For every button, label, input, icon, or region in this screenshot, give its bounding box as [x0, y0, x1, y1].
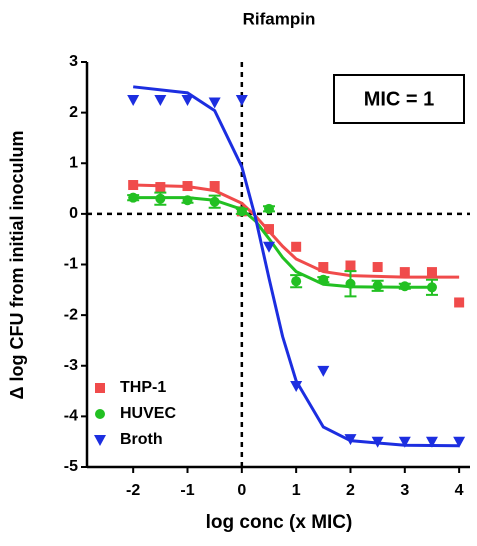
y-tick-label: -2: [64, 306, 78, 323]
data-point: [318, 262, 329, 273]
data-point: [155, 182, 166, 193]
data-point: [209, 196, 220, 207]
data-point: [154, 94, 167, 106]
legend-marker: [94, 435, 106, 446]
data-point: [290, 381, 303, 392]
data-point: [425, 436, 438, 448]
data-point: [345, 260, 356, 271]
y-tick-label: 3: [69, 53, 78, 70]
data-point: [181, 94, 194, 106]
legend-marker: [95, 409, 105, 419]
data-point: [235, 94, 248, 106]
annotation-box: [333, 74, 465, 124]
fit-curve: [133, 85, 460, 448]
y-tick-label: 2: [69, 104, 78, 121]
data-point: [345, 278, 356, 289]
x-tick-label: -1: [180, 482, 194, 499]
data-point: [371, 436, 384, 448]
data-point: [399, 281, 410, 292]
x-tick-label: 4: [455, 482, 464, 499]
fit-curve: [133, 196, 432, 289]
y-axis-label: Δ log CFU from initial inoculum: [7, 131, 27, 400]
data-point: [291, 276, 302, 287]
x-axis-label: log conc (x MIC): [206, 512, 353, 533]
data-point: [426, 282, 437, 293]
y-tick-label: -5: [64, 458, 78, 475]
data-point: [426, 267, 437, 278]
chart-title: Rifampin: [243, 9, 316, 28]
x-tick-label: 3: [400, 482, 409, 499]
legend-label: THP-1: [120, 379, 166, 396]
data-point: [398, 436, 411, 448]
y-tick-label: -1: [64, 256, 78, 273]
data-point: [454, 297, 465, 308]
legend-label: Broth: [120, 431, 163, 448]
data-point: [127, 94, 140, 106]
data-point: [318, 274, 329, 285]
y-tick-label: 0: [69, 205, 78, 222]
data-point: [208, 97, 221, 109]
x-tick-label: 1: [292, 482, 301, 499]
data-point: [291, 241, 302, 252]
data-point: [372, 280, 383, 291]
legend-label: HUVEC: [120, 405, 176, 422]
annotation: MIC = 1: [364, 88, 435, 110]
data-point: [209, 181, 220, 192]
data-point: [155, 193, 166, 204]
data-point: [182, 181, 193, 192]
data-point: [128, 180, 139, 191]
data-point: [262, 241, 275, 253]
x-tick-label: -2: [126, 482, 140, 499]
legend-marker: [95, 383, 105, 393]
data-point: [453, 436, 466, 448]
data-point: [263, 203, 274, 214]
y-tick-label: -3: [64, 357, 78, 374]
data-point: [399, 267, 410, 278]
x-tick-label: 2: [346, 482, 355, 499]
data-point: [182, 195, 193, 206]
data-point: [317, 365, 330, 377]
data-point: [372, 262, 383, 273]
data-point: [263, 224, 274, 235]
x-tick-label: 0: [237, 482, 246, 499]
data-point: [128, 192, 139, 203]
data-point: [236, 206, 247, 217]
y-tick-label: -4: [64, 408, 78, 425]
data-point: [344, 434, 357, 446]
y-tick-label: 1: [69, 154, 78, 171]
